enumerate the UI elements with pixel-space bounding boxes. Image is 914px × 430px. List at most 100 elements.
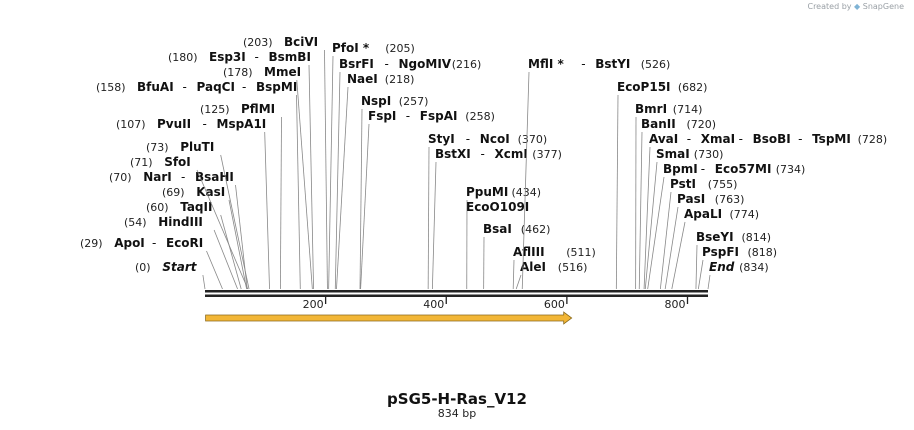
- enzyme-name: MspA1I: [217, 117, 267, 131]
- restriction-site-label: BseYI (814): [696, 230, 771, 244]
- site-position: (730): [694, 148, 724, 161]
- restriction-site-label: BsrFI - NgoMIV (216): [339, 57, 481, 71]
- site-connector: [431, 161, 437, 290]
- restriction-site-label: (54) HindIII: [124, 215, 203, 229]
- restriction-site-label: EcoP15I (682): [617, 80, 707, 94]
- restriction-site-label: BsaI (462): [483, 222, 550, 236]
- site-position: (728): [858, 133, 888, 146]
- site-connector: [220, 154, 250, 290]
- restriction-site-label: (180) Esp3I - BsmBI: [168, 50, 311, 64]
- enzyme-name: BsmBI: [269, 50, 311, 64]
- site-connector: [659, 191, 672, 290]
- enzyme-name: MmeI: [264, 65, 301, 79]
- feature-arrow: [205, 311, 573, 325]
- site-position: (370): [518, 133, 548, 146]
- restriction-site-label: BpmI - Eco57MI (734): [663, 162, 805, 176]
- watermark: Created by ◆ SnapGene: [807, 2, 904, 11]
- enzyme-name: BsrFI: [339, 57, 374, 71]
- enzyme-name: PstI: [670, 177, 696, 191]
- site-position: (60): [146, 201, 169, 214]
- site-position: (434): [512, 186, 542, 199]
- ruler-tick-label: 200: [303, 298, 324, 311]
- site-connector: [512, 259, 515, 290]
- restriction-site-label: (178) MmeI: [223, 65, 301, 79]
- site-connector: [515, 274, 522, 290]
- site-connector: [324, 49, 328, 290]
- name-separator: -: [385, 57, 389, 71]
- enzyme-name: BsaHI: [195, 170, 234, 184]
- enzyme-name: PaqCI: [197, 80, 235, 94]
- site-position: (180): [168, 51, 198, 64]
- site-connector: [521, 71, 530, 290]
- enzyme-name: SmaI: [656, 147, 690, 161]
- enzyme-name: StyI: [428, 132, 455, 146]
- site-connector: [615, 94, 619, 290]
- site-position: (218): [385, 73, 415, 86]
- enzyme-name: BstYI: [595, 57, 630, 71]
- enzyme-name: NspI: [361, 94, 391, 108]
- site-position: (516): [558, 261, 588, 274]
- site-connector: [671, 221, 686, 290]
- site-position: (462): [521, 223, 551, 236]
- enzyme-name: PvuII: [157, 117, 191, 131]
- enzyme-name: PfoI *: [332, 41, 370, 55]
- restriction-site-label: (125) PflMI: [200, 102, 275, 116]
- enzyme-name: EcoO109I: [466, 200, 529, 214]
- enzyme-name: BsaI: [483, 222, 512, 236]
- enzyme-name: BanII: [641, 117, 676, 131]
- site-position: (125): [200, 103, 230, 116]
- enzyme-name: ApoI: [114, 236, 145, 250]
- restriction-site-label: (71) SfoI: [130, 155, 191, 169]
- site-connector: [647, 176, 665, 290]
- name-separator: -: [466, 132, 470, 146]
- site-position: (682): [678, 81, 708, 94]
- site-position: (720): [687, 118, 717, 131]
- site-connector: [643, 146, 651, 290]
- site-connector: [296, 94, 301, 290]
- site-position: (54): [124, 216, 147, 229]
- restriction-site-label: FspI - FspAI (258): [368, 109, 495, 123]
- restriction-site-label: (158) BfuAI - PaqCI - BspMI: [96, 80, 297, 94]
- site-position: (818): [748, 246, 778, 259]
- enzyme-name: PluTI: [180, 140, 214, 154]
- restriction-site-label: EcoO109I: [466, 200, 529, 214]
- restriction-site-label: (0) Start: [135, 260, 198, 274]
- name-separator: -: [152, 236, 156, 250]
- restriction-site-label: SmaI (730): [656, 147, 723, 161]
- enzyme-name: XmaI: [701, 132, 735, 146]
- site-connector: [279, 116, 282, 290]
- backbone-bottom-strand: [205, 294, 708, 297]
- enzyme-name: BfuAI: [137, 80, 174, 94]
- enzyme-name: BmrI: [635, 102, 667, 116]
- plasmid-length: 834 bp: [437, 407, 477, 420]
- site-position: (511): [566, 246, 596, 259]
- enzyme-name: EcoRI: [166, 236, 203, 250]
- site-position: (158): [96, 81, 126, 94]
- restriction-site-label: PstI (755): [670, 177, 737, 191]
- enzyme-name: NaeI: [347, 72, 378, 86]
- snapgene-logo-icon: ◆: [854, 2, 861, 11]
- name-separator: -: [203, 117, 207, 131]
- enzyme-name: TaqII: [180, 200, 212, 214]
- enzyme-name: NcoI: [480, 132, 510, 146]
- site-connector: [359, 108, 363, 290]
- site-position: (178): [223, 66, 253, 79]
- site-position: (814): [742, 231, 772, 244]
- site-position: (69): [162, 186, 185, 199]
- name-separator: -: [701, 162, 705, 176]
- name-separator: -: [687, 132, 691, 146]
- site-position: (763): [715, 193, 745, 206]
- restriction-site-label: AflIII (511): [513, 245, 596, 259]
- site-position: (73): [146, 141, 169, 154]
- site-position: (70): [109, 171, 132, 184]
- site-position: (834): [739, 261, 769, 274]
- name-separator: -: [181, 170, 185, 184]
- restriction-site-label: PasI (763): [677, 192, 744, 206]
- site-position: (29): [80, 237, 103, 250]
- enzyme-name: BspMI: [256, 80, 297, 94]
- name-separator: -: [255, 50, 259, 64]
- restriction-site-label: End (834): [709, 260, 769, 274]
- site-position: (216): [452, 58, 482, 71]
- enzyme-name: BstXI: [435, 147, 471, 161]
- site-position: (0): [135, 261, 151, 274]
